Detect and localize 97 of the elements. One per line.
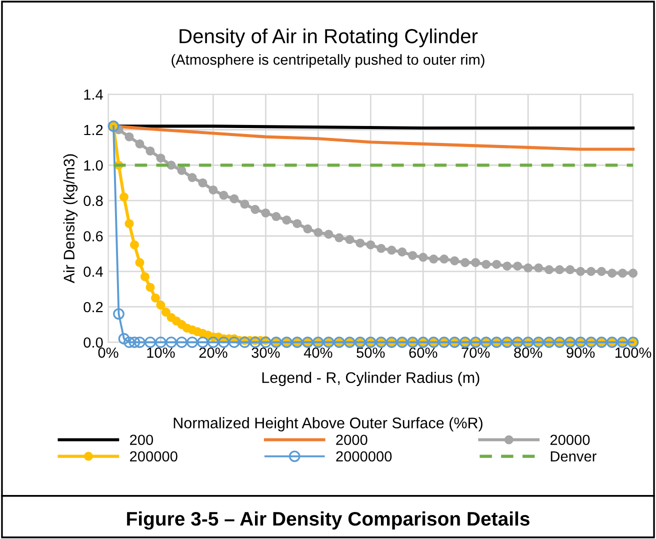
y-tick-label: 1.4 (84, 90, 103, 100)
chart-subtitle: (Atmosphere is centripetally pushed to outer rim) (172, 54, 484, 68)
point (208, 336, 219, 348)
point (597, 266, 606, 276)
point (608, 268, 617, 278)
point (334, 233, 344, 242)
y-tick-label: 0.6 (84, 231, 103, 242)
point (628, 268, 638, 278)
x-tick-label: 60% (409, 348, 438, 358)
point (250, 204, 260, 214)
point (314, 228, 323, 237)
point (166, 336, 177, 348)
x-tick-label: 40% (304, 348, 332, 358)
point (128, 336, 140, 348)
point (387, 246, 396, 255)
point (113, 308, 124, 320)
point (440, 254, 449, 264)
y-tick-label: 0.2 (84, 302, 103, 312)
point (544, 265, 554, 274)
chart-title: Density of Air in Rotating Cylinder (180, 28, 478, 48)
caption: Figure 3-5 – Air Density Comparison Details (127, 511, 530, 530)
x-tick-label: 0% (98, 348, 118, 358)
point (240, 200, 250, 209)
y-tick-label: 0.0 (84, 337, 103, 348)
point (249, 336, 261, 348)
point (124, 132, 134, 142)
x-tick-label: 10% (147, 348, 175, 358)
legend-label: 2000 (336, 434, 368, 446)
x-tick-label: 70% (462, 348, 490, 358)
point (188, 173, 197, 182)
point (555, 265, 564, 274)
point (324, 230, 334, 239)
point (303, 224, 312, 234)
x-tick-label: 50% (356, 348, 385, 358)
point (292, 219, 302, 228)
point (144, 336, 156, 348)
point (356, 238, 365, 248)
point (186, 336, 198, 348)
point (408, 250, 418, 260)
point (576, 266, 586, 276)
point (366, 240, 376, 250)
point (502, 262, 512, 271)
legend-label: 200000 (130, 451, 178, 462)
point (261, 208, 270, 218)
point (460, 258, 470, 268)
legend-label: 2000000 (336, 451, 392, 462)
point (450, 256, 460, 266)
point (198, 178, 208, 188)
point (260, 336, 272, 348)
point (482, 260, 491, 269)
point (272, 212, 281, 222)
y-tick-label: 1.2 (84, 124, 103, 136)
legend-label: Denver (550, 451, 596, 462)
point (524, 263, 533, 272)
point (618, 268, 628, 278)
x-tick-label: 100% (616, 348, 652, 358)
legend-title: Normalized Height Above Outer Surface (%R) (174, 417, 482, 432)
y-tick-label: 0.4 (84, 266, 103, 277)
x-tick-label: 90% (566, 348, 595, 358)
point (282, 216, 292, 225)
point (118, 333, 130, 344)
point (492, 260, 502, 269)
point (586, 266, 596, 276)
point (345, 235, 354, 244)
x-axis-title: Legend - R, Cylinder Radius (m) (262, 372, 480, 386)
point (124, 336, 135, 348)
point (156, 154, 166, 163)
point (471, 258, 480, 268)
x-tick-label: 20% (199, 348, 228, 358)
y-tick-label: 0.8 (84, 196, 103, 206)
point (566, 265, 575, 274)
point (230, 194, 239, 204)
point (177, 166, 186, 175)
point (218, 336, 230, 348)
point (134, 336, 146, 348)
point (398, 247, 407, 256)
legend-label: 200 (130, 434, 154, 446)
point (166, 160, 176, 170)
point (135, 139, 144, 148)
point (208, 185, 218, 194)
x-tick-label: 30% (252, 348, 280, 358)
point (197, 336, 208, 348)
y-tick-label: 1.0 (84, 160, 103, 171)
point (534, 263, 544, 272)
point (228, 336, 240, 348)
point (513, 262, 522, 271)
point (155, 336, 166, 348)
x-tick-label: 80% (514, 348, 542, 358)
y-axis-title: Air Density (kg/m3) (63, 154, 78, 284)
point (429, 254, 438, 264)
point (418, 252, 428, 262)
point (219, 190, 228, 200)
point (176, 336, 188, 348)
point (376, 244, 386, 253)
legend-label: 20000 (550, 434, 590, 446)
point (238, 336, 250, 348)
point (146, 146, 155, 156)
